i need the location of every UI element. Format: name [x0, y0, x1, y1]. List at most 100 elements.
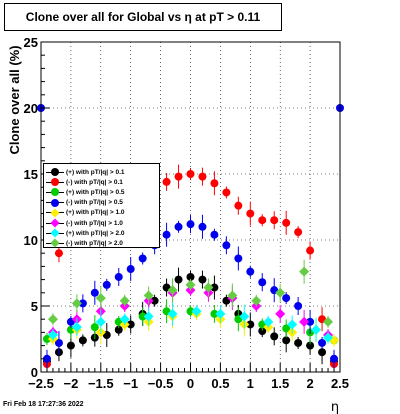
- legend-entry: (+) with pT/|q| > 0.5: [46, 187, 125, 197]
- data-point: [47, 330, 58, 341]
- data-point: [227, 290, 238, 301]
- x-tick-label: −1.5: [88, 376, 114, 391]
- legend-marker: [46, 198, 64, 208]
- data-point: [282, 336, 291, 345]
- data-point: [270, 332, 279, 341]
- legend-label: (+) with pT/|q| > 0.1: [66, 168, 125, 176]
- data-point: [167, 285, 178, 296]
- data-point: [90, 288, 99, 297]
- data-point: [323, 316, 334, 327]
- data-point: [282, 324, 291, 333]
- data-point: [78, 336, 87, 345]
- data-point: [42, 335, 51, 343]
- data-point: [47, 314, 58, 325]
- data-point: [191, 306, 202, 317]
- data-point: [167, 308, 178, 319]
- chart-title-box: Clone over all for Global vs η at pT > 0…: [4, 3, 282, 31]
- data-point: [203, 282, 214, 293]
- y-tick-label: 0: [31, 365, 38, 380]
- data-point: [210, 230, 219, 239]
- data-point: [198, 222, 207, 231]
- data-point: [66, 341, 75, 350]
- data-point: [174, 222, 183, 231]
- y-tick-label: 5: [31, 299, 38, 314]
- data-point: [198, 275, 207, 284]
- legend-entry: (+) with pT/|q| > 1.0: [46, 208, 125, 218]
- legend: (+) with pT/|q| > 0.1 (-) with pT/|q| > 0…: [43, 163, 160, 248]
- y-axis-label: Clone over all (%): [7, 45, 22, 154]
- legend-entry: (+) with pT/|q| > 2.0: [46, 228, 125, 238]
- data-point: [275, 308, 286, 319]
- legend-entry: (+) with pT/|q| > 0.1: [46, 167, 125, 177]
- data-point: [186, 220, 195, 229]
- data-point: [119, 314, 130, 325]
- data-point: [258, 327, 267, 336]
- legend-label: (-) with pT/|q| > 1.0: [66, 219, 123, 227]
- legend-marker: [46, 218, 64, 228]
- y-tick-label: 25: [24, 35, 38, 50]
- x-tick-label: −1: [123, 376, 138, 391]
- data-point: [275, 287, 286, 298]
- x-tick-label: 2.5: [331, 376, 349, 391]
- legend-entry: (-) with pT/|q| > 0.1: [46, 177, 123, 187]
- data-point: [186, 170, 195, 178]
- data-point: [42, 354, 51, 363]
- legend-entry: (-) with pT/|q| > 2.0: [46, 238, 123, 248]
- data-point: [138, 254, 147, 263]
- data-point: [258, 278, 267, 287]
- y-tick-label: 20: [24, 101, 38, 116]
- data-point: [143, 290, 154, 301]
- data-point: [185, 279, 196, 290]
- legend-label: (+) with pT/|q| > 1.0: [66, 209, 125, 217]
- data-point: [294, 302, 303, 310]
- data-point: [234, 254, 243, 263]
- data-point: [306, 317, 315, 326]
- data-point: [126, 320, 135, 329]
- data-point: [282, 218, 291, 227]
- data-point: [246, 267, 255, 276]
- data-point: [54, 249, 63, 258]
- data-point: [126, 265, 135, 274]
- legend-label: (-) with pT/|q| > 2.0: [66, 239, 123, 247]
- data-point: [95, 293, 106, 304]
- data-point: [114, 272, 123, 281]
- data-point: [198, 172, 207, 181]
- series-4: [37, 96, 344, 368]
- y-tick-label: 10: [24, 233, 38, 248]
- legend-marker: [46, 187, 64, 197]
- x-tick-label: −2: [63, 376, 78, 391]
- chart-title: Clone over all for Global vs η at pT > 0…: [25, 10, 261, 24]
- y-tick-label: 15: [24, 167, 38, 182]
- data-point: [299, 316, 310, 327]
- data-point: [138, 312, 147, 321]
- data-point: [323, 332, 334, 343]
- data-point: [258, 216, 267, 225]
- x-tick-label: −0.5: [148, 376, 174, 391]
- series-8: [47, 259, 334, 328]
- legend-marker: [46, 238, 64, 248]
- x-tick-label: 0.5: [211, 376, 229, 391]
- data-point: [78, 299, 87, 308]
- data-point: [282, 294, 291, 303]
- x-axis-label: η: [331, 400, 339, 414]
- date-stamp: Fri Feb 18 17:27:36 2022: [3, 401, 84, 408]
- data-point: [318, 348, 327, 357]
- x-tick-label: 1.5: [271, 376, 289, 391]
- legend-marker: [46, 228, 64, 238]
- data-point: [215, 308, 226, 319]
- data-point: [234, 201, 243, 210]
- data-point: [143, 311, 154, 322]
- series-7: [47, 301, 334, 344]
- data-point: [294, 228, 303, 237]
- data-point: [95, 316, 106, 327]
- data-point: [186, 272, 195, 281]
- data-point: [239, 311, 250, 322]
- legend-label: (+) with pT/|q| > 2.0: [66, 229, 125, 237]
- axes: −2.5 −2 −1.5 −1 −0.5 0 0.5 1 1.5 2 2.5 0 5 10 15 20 25: [24, 35, 350, 391]
- data-point: [222, 241, 231, 250]
- data-point: [102, 280, 111, 289]
- data-point: [54, 338, 63, 347]
- data-point: [210, 283, 219, 292]
- data-point: [174, 172, 183, 181]
